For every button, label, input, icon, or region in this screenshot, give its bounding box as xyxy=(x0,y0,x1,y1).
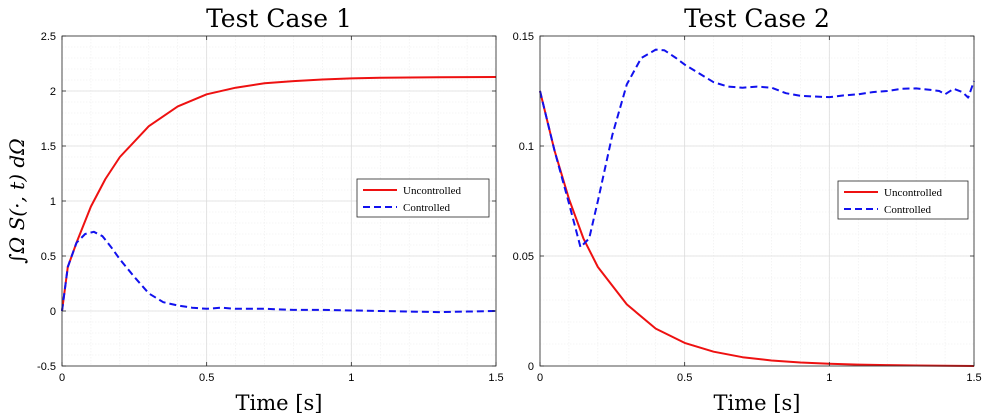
x-tick-label: 1.5 xyxy=(966,372,981,384)
y-tick-label: 0.05 xyxy=(513,251,534,263)
y-tick-label: 1 xyxy=(50,196,56,208)
x-axis-label: Time [s] xyxy=(714,391,801,415)
y-tick-label: 2 xyxy=(50,86,56,98)
x-tick-label: 0 xyxy=(537,372,543,384)
legend-box xyxy=(356,178,490,218)
legend: Uncontrolled Controlled xyxy=(837,180,969,220)
legend-label-controlled: Controlled xyxy=(403,202,451,214)
y-tick-label: 0.5 xyxy=(41,251,56,263)
legend-box xyxy=(837,180,969,220)
series-line-controlled xyxy=(61,230,497,314)
x-tick-label: 1 xyxy=(348,372,354,384)
x-tick-label: 0.5 xyxy=(199,372,214,384)
legend-label-uncontrolled: Uncontrolled xyxy=(403,185,462,197)
y-tick-label: 0.1 xyxy=(519,141,534,153)
chart-title: Test Case 2 xyxy=(684,4,830,33)
y-axis-label: ∫Ω S(·, t) dΩ xyxy=(5,138,29,264)
y-tick-label: 1.5 xyxy=(41,141,56,153)
legend: Uncontrolled Controlled xyxy=(356,178,490,218)
series-line-controlled xyxy=(539,48,975,249)
x-axis-label: Time [s] xyxy=(236,391,323,415)
y-tick-label: 2.5 xyxy=(41,31,56,43)
legend-label-uncontrolled: Uncontrolled xyxy=(884,187,943,199)
axes-box xyxy=(539,35,975,367)
series-line-uncontrolled xyxy=(61,76,497,312)
y-tick-label: 0.15 xyxy=(513,31,534,43)
x-tick-label: 0.5 xyxy=(677,372,692,384)
chart-2: 0 0.5 1 1.5 0 0.05 0.1 0.15 Test Case 2 Time [s] U… xyxy=(513,4,982,415)
chart-title: Test Case 1 xyxy=(206,4,352,33)
y-tick-label: 0 xyxy=(528,361,534,373)
x-tick-label: 0 xyxy=(59,372,65,384)
series-line-uncontrolled xyxy=(539,90,975,367)
legend-label-controlled: Controlled xyxy=(884,204,932,216)
y-tick-label: -0.5 xyxy=(37,361,56,373)
x-tick-label: 1.5 xyxy=(488,372,503,384)
x-tick-label: 1 xyxy=(826,372,832,384)
y-tick-label: 0 xyxy=(50,306,56,318)
